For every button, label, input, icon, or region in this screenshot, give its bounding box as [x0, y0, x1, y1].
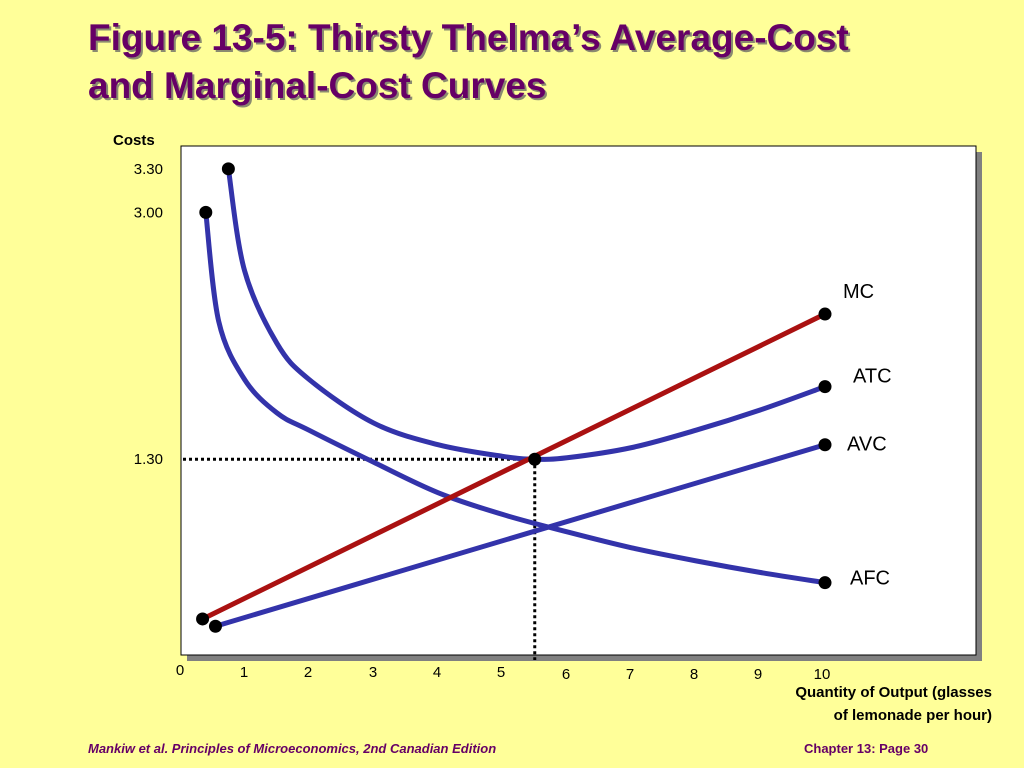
atc-label: ATC — [853, 366, 892, 388]
y-tick-3-30: 3.30 — [134, 161, 163, 178]
x-tick-3: 3 — [369, 664, 377, 681]
footer-source: Mankiw et al. Principles of Microeconomi… — [88, 741, 497, 756]
footer-page: Chapter 13: Page 30 — [804, 741, 929, 756]
x-tick-4: 4 — [433, 664, 441, 681]
afc-start-point — [199, 205, 213, 219]
avc-label: AVC — [847, 434, 887, 456]
points-layer — [196, 162, 832, 633]
atc-end-point — [818, 380, 832, 394]
y-tick-labels: 3.30 3.00 1.30 — [134, 161, 163, 468]
x-tick-labels: 0 1 2 3 4 5 6 7 8 9 10 — [176, 662, 831, 683]
x-axis-title-line-2: of lemonade per hour) — [834, 707, 992, 724]
afc-label: AFC — [850, 568, 890, 590]
x-tick-2: 2 — [304, 664, 312, 681]
plot-area — [180, 145, 977, 656]
x-tick-1: 1 — [240, 664, 248, 681]
mc-start-point — [196, 612, 210, 626]
y-axis-title: Costs — [113, 132, 155, 149]
curve-labels: MC ATC AVC AFC — [843, 281, 892, 590]
title-line-1: Figure 13-5: Thirsty Thelma’s Average-Co… — [88, 17, 849, 58]
min-atc-point — [528, 452, 542, 466]
mc-label: MC — [843, 281, 874, 303]
afc-end-point — [818, 576, 832, 590]
avc-start-point — [208, 619, 222, 633]
x-tick-0: 0 — [176, 662, 184, 679]
avc-end-point — [818, 438, 832, 452]
x-tick-7: 7 — [626, 666, 634, 683]
y-tick-3-00: 3.00 — [134, 204, 163, 221]
mc-curve — [200, 311, 828, 622]
afc-curve — [203, 209, 828, 586]
x-tick-5: 5 — [497, 664, 505, 681]
title-line-2: and Marginal-Cost Curves — [88, 65, 547, 106]
x-tick-9: 9 — [754, 666, 762, 683]
avc-curve — [212, 442, 828, 629]
x-axis-title-line-1: Quantity of Output (glasses — [795, 684, 992, 701]
mc-end-point — [818, 307, 832, 321]
y-tick-1-30: 1.30 — [134, 451, 163, 468]
x-tick-10: 10 — [814, 666, 831, 683]
atc-curve — [225, 166, 828, 462]
atc-start-point — [221, 162, 235, 176]
x-tick-8: 8 — [690, 666, 698, 683]
curves-layer — [200, 166, 828, 629]
slide-title: Figure 13-5: Thirsty Thelma’s Average-Co… — [88, 14, 988, 110]
x-tick-6: 6 — [562, 666, 570, 683]
